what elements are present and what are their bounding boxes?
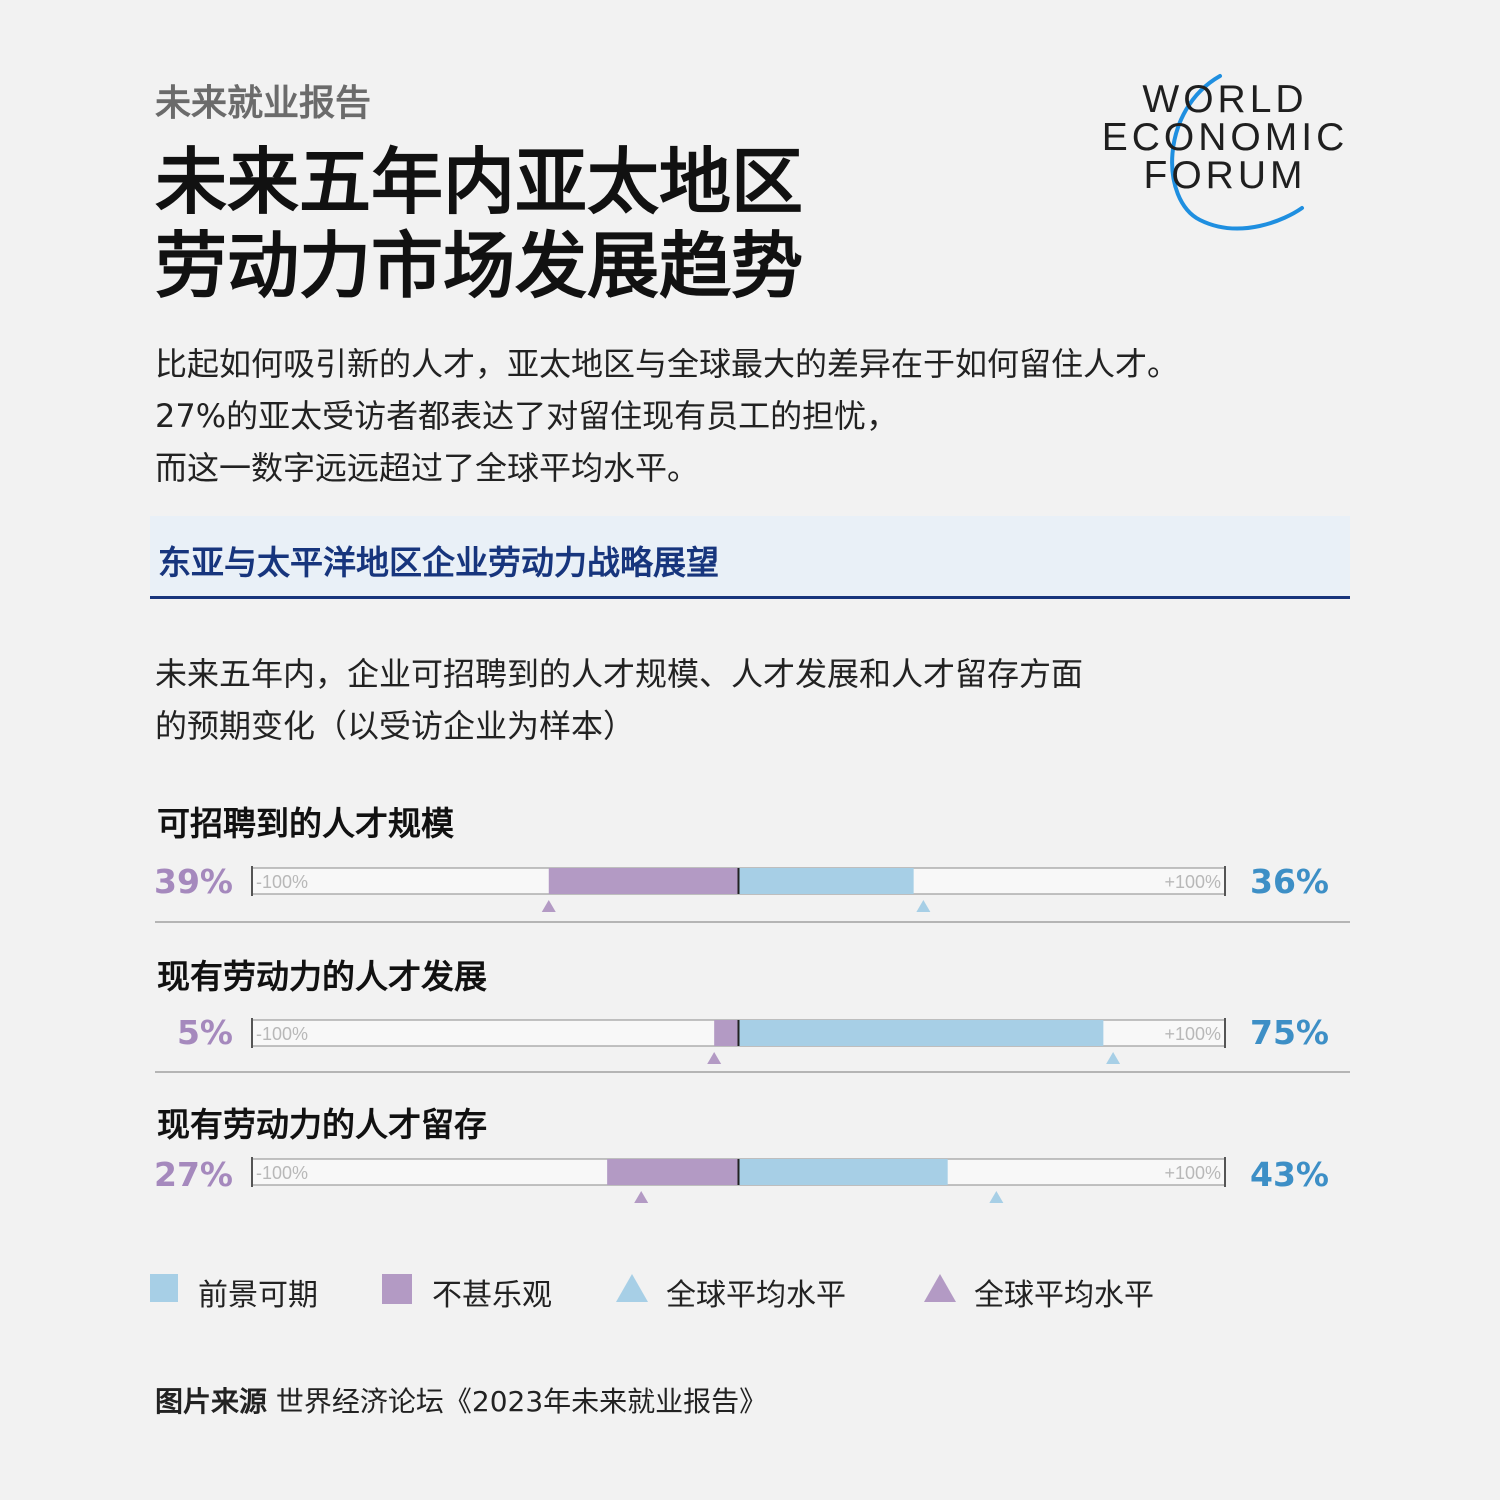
legend-item-positive: 前景可期	[150, 1268, 370, 1313]
chart-subtitle: 未来五年内，企业可招聘到的人才规模、人才发展和人才留存方面 的预期变化（以受访企…	[155, 648, 1083, 752]
axis-max-label-development: +100%	[1164, 1024, 1221, 1044]
logo-line-economic: ECONOMIC	[1101, 116, 1349, 159]
row-divider	[155, 921, 1350, 923]
global-avg-marker-negative-retention	[634, 1191, 649, 1203]
positive-value-development: 75%	[1250, 1013, 1329, 1052]
legend-swatch-negative	[382, 1274, 412, 1304]
axis-min-label-retention: -100%	[256, 1163, 308, 1183]
logo-line-world: WORLD	[1142, 78, 1308, 121]
bar-negative-retention	[607, 1159, 739, 1185]
source-note: 图片来源 世界经济论坛《2023年未来就业报告》	[155, 1380, 767, 1420]
source-text: 世界经济论坛《2023年未来就业报告》	[275, 1385, 768, 1418]
axis-min-label-development: -100%	[256, 1024, 308, 1044]
legend-label-negative: 不甚乐观	[432, 1278, 552, 1313]
section-band: 东亚与太平洋地区企业劳动力战略展望	[150, 516, 1350, 599]
global-avg-marker-positive-development	[1106, 1052, 1121, 1064]
legend-triangle-positive-icon	[616, 1274, 648, 1302]
subtitle-line-2: 的预期变化（以受访企业为样本）	[155, 707, 636, 745]
row-label-recruitment: 可招聘到的人才规模	[157, 804, 454, 843]
page-title: 未来五年内亚太地区 劳动力市场发展趋势	[155, 140, 803, 308]
global-avg-marker-positive-recruitment	[916, 900, 931, 912]
report-kicker: 未来就业报告	[155, 83, 372, 124]
positive-value-recruitment: 36%	[1250, 862, 1329, 901]
chart-legend: 前景可期 不甚乐观 全球平均水平 全球平均水平	[150, 1268, 1350, 1313]
intro-text: 比起如何吸引新的人才，亚太地区与全球最大的差异在于如何留住人才。 27%的亚太受…	[155, 338, 1179, 494]
axis-max-label-retention: +100%	[1164, 1163, 1221, 1183]
axis-max-label-recruitment: +100%	[1164, 872, 1221, 892]
intro-line-3: 而这一数字远远超过了全球平均水平。	[155, 449, 700, 487]
legend-label-global-negative: 全球平均水平	[974, 1278, 1154, 1313]
legend-label-positive: 前景可期	[198, 1278, 318, 1313]
row-divider	[155, 1071, 1350, 1073]
legend-label-global-positive: 全球平均水平	[666, 1278, 846, 1313]
global-avg-marker-negative-recruitment	[541, 900, 556, 912]
section-title: 东亚与太平洋地区企业劳动力战略展望	[158, 543, 719, 582]
legend-swatch-positive	[150, 1274, 178, 1302]
global-avg-marker-positive-retention	[989, 1191, 1004, 1203]
bar-negative-recruitment	[548, 868, 739, 894]
row-label-development: 现有劳动力的人才发展	[157, 957, 487, 996]
bar-positive-retention	[738, 1159, 948, 1185]
legend-triangle-negative-icon	[924, 1274, 956, 1302]
subtitle-line-1: 未来五年内，企业可招聘到的人才规模、人才发展和人才留存方面	[155, 655, 1084, 693]
axis-min-label-recruitment: -100%	[256, 872, 308, 892]
bar-negative-development	[714, 1020, 739, 1046]
global-avg-marker-negative-development	[707, 1052, 722, 1064]
bar-positive-recruitment	[738, 868, 914, 894]
bar-positive-development	[738, 1020, 1104, 1046]
row-label-retention: 现有劳动力的人才留存	[157, 1105, 487, 1144]
source-label: 图片来源	[155, 1385, 268, 1418]
negative-value-recruitment: 39%	[154, 862, 233, 901]
intro-line-2: 27%的亚太受访者都表达了对留住现有员工的担忧，	[155, 397, 899, 435]
wef-logo-arc	[1170, 74, 1304, 231]
title-line-1: 未来五年内亚太地区	[155, 140, 804, 224]
negative-value-retention: 27%	[154, 1155, 233, 1194]
positive-value-retention: 43%	[1250, 1155, 1329, 1194]
legend-item-global-positive: 全球平均水平	[616, 1268, 896, 1313]
title-line-2: 劳动力市场发展趋势	[155, 224, 804, 308]
negative-value-development: 5%	[176, 1013, 233, 1052]
legend-item-global-negative: 全球平均水平	[924, 1268, 1204, 1313]
legend-item-negative: 不甚乐观	[382, 1268, 602, 1313]
wef-logo: WORLD ECONOMIC FORUM	[1090, 70, 1360, 240]
intro-line-1: 比起如何吸引新的人才，亚太地区与全球最大的差异在于如何留住人才。	[155, 345, 1180, 383]
logo-line-forum: FORUM	[1143, 154, 1307, 197]
